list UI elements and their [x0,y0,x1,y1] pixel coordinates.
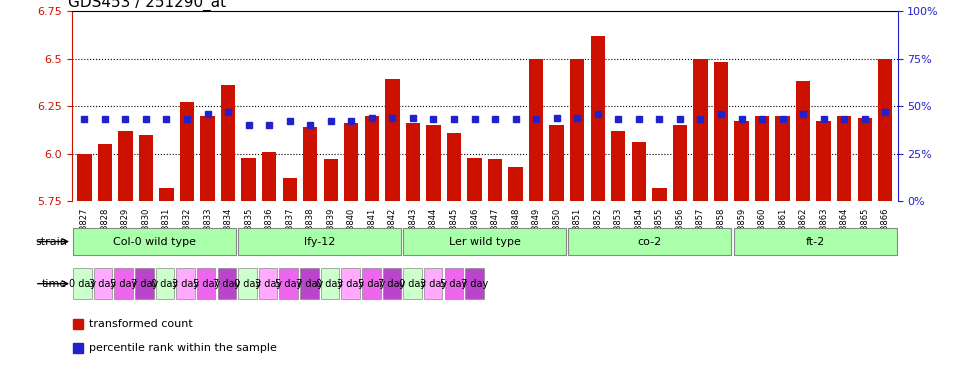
Bar [94,268,112,299]
Text: 3 day: 3 day [337,279,364,289]
Bar [652,188,666,201]
Text: 7 day: 7 day [461,279,488,289]
Bar [570,59,585,201]
Bar [385,79,399,201]
Bar [344,123,358,201]
Bar [509,167,523,201]
Text: 7 day: 7 day [213,279,240,289]
Bar [77,154,91,201]
Text: 3 day: 3 day [420,279,446,289]
Bar [197,268,215,299]
Text: 7 day: 7 day [131,279,157,289]
Bar [529,59,543,201]
Bar [73,228,236,255]
Bar [403,268,421,299]
Bar [98,144,112,201]
Bar [324,160,338,201]
Bar [362,268,380,299]
Bar [796,81,810,201]
Text: 7 day: 7 day [378,279,405,289]
Text: lfy-12: lfy-12 [304,236,335,247]
Text: Ler wild type: Ler wild type [449,236,520,247]
Text: 3 day: 3 day [89,279,116,289]
Text: 5 day: 5 day [110,279,137,289]
Bar [177,268,195,299]
Text: 7 day: 7 day [296,279,323,289]
Bar [755,116,769,201]
Bar [424,268,443,299]
Bar [300,268,319,299]
Bar [403,228,566,255]
Bar [114,268,132,299]
Text: 5 day: 5 day [276,279,302,289]
Bar [282,179,297,201]
Bar [241,157,255,201]
Text: time: time [42,279,67,289]
Bar [383,268,401,299]
Bar [73,268,91,299]
Text: 5 day: 5 day [441,279,468,289]
Text: 0 day: 0 day [234,279,261,289]
Bar [466,268,484,299]
Text: 0 day: 0 day [69,279,96,289]
Bar [406,123,420,201]
Bar [139,135,154,201]
Text: 0 day: 0 day [399,279,426,289]
Bar [837,116,852,201]
Bar [549,125,564,201]
Bar [365,116,379,201]
Text: 0 day: 0 day [317,279,344,289]
Bar [201,116,215,201]
Bar [218,268,236,299]
Bar [303,127,318,201]
Bar [159,188,174,201]
Text: 5 day: 5 day [358,279,385,289]
Bar [857,117,872,201]
Bar [776,116,790,201]
Bar [816,122,830,201]
Bar [262,152,276,201]
Text: 0 day: 0 day [152,279,179,289]
Text: ft-2: ft-2 [805,236,825,247]
Bar [714,62,729,201]
Text: 3 day: 3 day [254,279,281,289]
Text: GDS453 / 251290_at: GDS453 / 251290_at [68,0,226,11]
Bar [426,125,441,201]
Bar [221,85,235,201]
Text: transformed count: transformed count [88,320,193,329]
Text: co-2: co-2 [637,236,662,247]
Bar [488,160,502,201]
Text: Col-0 wild type: Col-0 wild type [113,236,196,247]
Bar [279,268,298,299]
Bar [590,36,605,201]
Bar [693,59,708,201]
Bar [733,228,897,255]
Bar [632,142,646,201]
Bar [878,59,893,201]
Bar [342,268,360,299]
Bar [118,131,132,201]
Bar [238,228,401,255]
Bar [156,268,174,299]
Bar [568,228,732,255]
Bar [468,157,482,201]
Text: percentile rank within the sample: percentile rank within the sample [88,343,276,353]
Bar [321,268,339,299]
Bar [238,268,256,299]
Text: 3 day: 3 day [172,279,199,289]
Text: 5 day: 5 day [193,279,220,289]
Bar [444,268,463,299]
Bar [446,133,461,201]
Text: strain: strain [36,236,67,247]
Bar [259,268,277,299]
Bar [612,131,626,201]
Bar [673,125,687,201]
Bar [180,102,194,201]
Bar [734,122,749,201]
Bar [135,268,154,299]
